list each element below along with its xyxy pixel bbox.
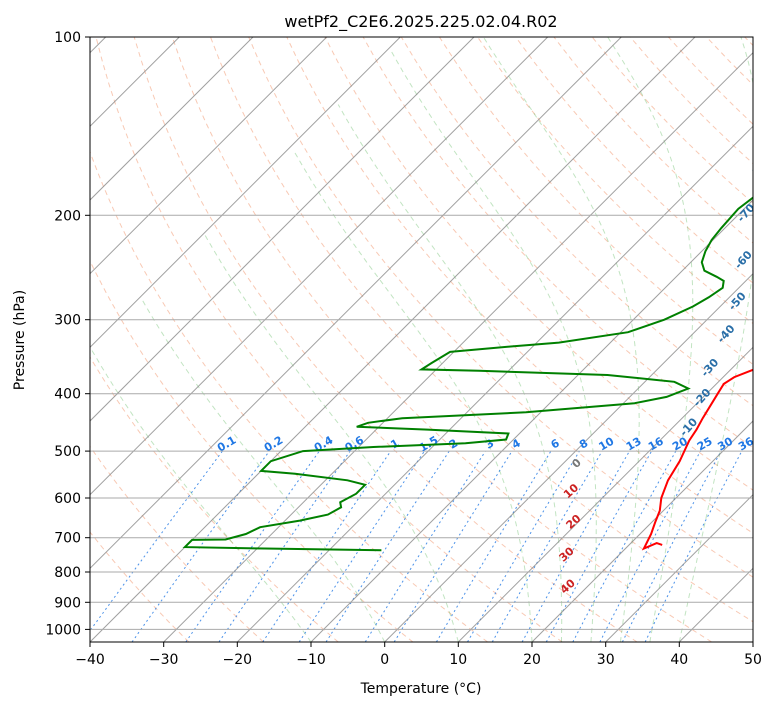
dry-adiabat — [90, 531, 190, 642]
x-tick-label: 20 — [523, 652, 541, 668]
isotherm-line — [90, 37, 622, 570]
x-tick-label: 10 — [449, 652, 467, 668]
moist-adiabat — [389, 49, 597, 642]
mixing-ratio-line — [298, 450, 425, 642]
grid-lines — [90, 37, 753, 642]
y-tick-label: 700 — [54, 531, 81, 547]
y-tick-label: 100 — [54, 30, 81, 46]
mixing-ratio-line — [621, 450, 722, 642]
y-tick-label: 400 — [54, 387, 81, 403]
isotherm-line — [90, 37, 475, 422]
isotherm-line — [531, 420, 753, 642]
reference-lines — [90, 37, 753, 642]
x-tick-label: 50 — [744, 652, 762, 668]
y-tick-label: 500 — [54, 444, 81, 460]
moist-adiabat — [90, 347, 312, 642]
isotherm-line — [752, 641, 753, 642]
chart-title: wetPf2_C2E6.2025.225.02.04.R02 — [284, 12, 557, 32]
temperature-profile-line — [641, 368, 753, 551]
y-tick-label: 800 — [54, 565, 81, 581]
isotherm-line — [605, 493, 753, 642]
x-tick-label: −20 — [223, 652, 253, 668]
mixing-ratio-line — [545, 450, 653, 642]
mixing-ratio-line — [467, 450, 580, 642]
dry-adiabat — [133, 37, 638, 642]
dry-adiabat — [210, 37, 753, 623]
mixing-ratio-line — [90, 450, 223, 632]
y-tick-label: 1000 — [45, 622, 81, 638]
mixing-ratio-line — [435, 450, 552, 642]
moist-adiabat — [337, 104, 563, 642]
plot-frame — [89, 36, 754, 643]
dry-adiabat — [248, 37, 753, 578]
dry-adiabat — [95, 37, 563, 642]
y-tick-label: 200 — [54, 208, 81, 224]
isotherm-line — [90, 37, 328, 275]
dry-adiabat — [438, 37, 753, 366]
moist-adiabat — [140, 297, 386, 642]
moist-adiabat — [607, 37, 694, 642]
x-tick-label: −40 — [75, 652, 105, 668]
dry-adiabat — [90, 445, 264, 642]
y-axis-ticks: 100 200 300 400 500 600 700 800 900 1000 — [45, 30, 90, 638]
mixing-ratio-line — [491, 450, 603, 642]
isotherm-line — [90, 37, 549, 496]
dry-adiabat-label: -80 — [747, 151, 770, 175]
y-tick-label: 300 — [54, 313, 81, 329]
mixing-ratio-line — [644, 450, 743, 642]
mixing-ratio-line — [364, 450, 486, 642]
mixing-ratio-line — [521, 450, 630, 642]
dewpoint-profile-line — [182, 196, 753, 552]
x-tick-label: −30 — [149, 652, 179, 668]
isotherm-line — [163, 51, 753, 642]
isotherm-line — [384, 272, 753, 642]
x-axis-label: Temperature (°C) — [360, 681, 482, 697]
isotherm-line — [457, 346, 753, 642]
mixing-ratio-line — [393, 450, 513, 642]
plot-background — [90, 37, 753, 642]
x-axis-ticks: −40 −30 −20 −10 0 10 20 30 40 50 — [75, 642, 762, 668]
mixing-ratio-line — [185, 450, 320, 642]
y-tick-label: 900 — [54, 595, 81, 611]
moist-adiabat — [482, 37, 640, 642]
isotherm-line — [236, 125, 753, 642]
dry-adiabat — [400, 37, 753, 407]
mixing-ratio-line — [325, 450, 450, 642]
dry-adiabat-label: -90 — [756, 106, 775, 130]
dry-adiabat — [515, 37, 753, 284]
dry-adiabat — [90, 150, 488, 642]
x-tick-label: 0 — [380, 652, 389, 668]
x-tick-label: −10 — [296, 652, 326, 668]
x-tick-label: 30 — [597, 652, 615, 668]
dry-adiabat — [171, 37, 712, 642]
profile-lines — [182, 196, 753, 552]
y-tick-label: 600 — [54, 491, 81, 507]
y-axis-label: Pressure (hPa) — [12, 290, 28, 390]
mixing-ratio-label: 36 — [736, 434, 756, 453]
mixing-ratio-line — [572, 450, 677, 642]
moist-adiabat — [203, 233, 459, 642]
isotherm-line — [90, 37, 401, 349]
isotherm-line — [310, 199, 753, 642]
x-tick-label: 40 — [670, 652, 688, 668]
isotherm-line — [90, 37, 254, 201]
mixing-ratio-line — [599, 450, 701, 642]
